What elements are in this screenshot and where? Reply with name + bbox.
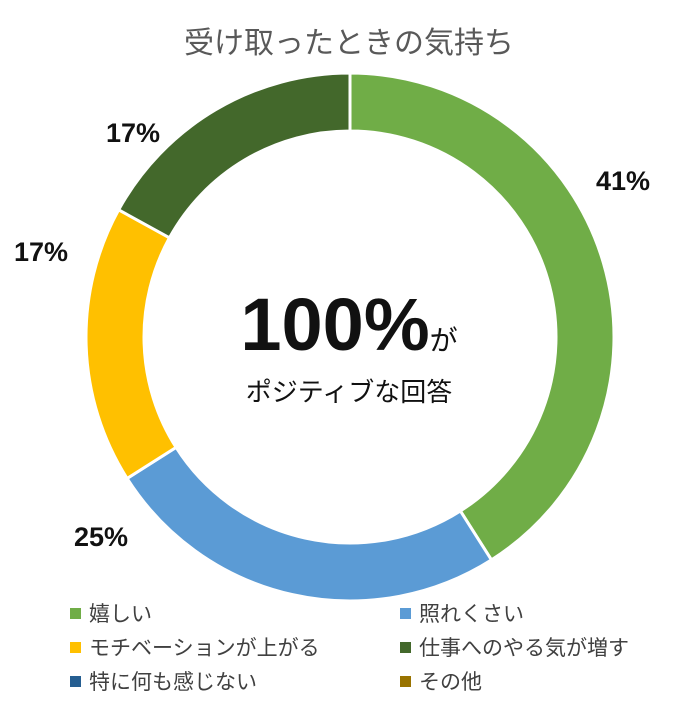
legend-item-3: 仕事へのやる気が増す xyxy=(400,632,629,662)
slice-label-2: 17% xyxy=(14,237,69,267)
center-percentage: 100% xyxy=(240,283,430,366)
legend-item-1: 照れくさい xyxy=(400,598,524,628)
center-headline: 100%が xyxy=(0,282,698,367)
center-particle: が xyxy=(429,324,458,357)
slice-label-3: 17% xyxy=(106,118,161,148)
legend-swatch xyxy=(400,607,411,619)
chart-title: 受け取ったときの気持ち xyxy=(184,26,514,61)
legend-label: その他 xyxy=(419,670,482,694)
legend-swatch xyxy=(70,607,81,619)
legend-item-5: その他 xyxy=(400,666,482,696)
donut-slice-0 xyxy=(348,71,616,562)
legend-swatch xyxy=(70,675,81,687)
legend-label: 照れくさい xyxy=(419,602,524,626)
legend-label: 特に何も感じない xyxy=(89,670,257,694)
legend-item-2: モチベーションが上がる xyxy=(70,632,320,662)
center-subtitle: ポジティブな回答 xyxy=(245,378,453,408)
legend-label: 嬉しい xyxy=(89,602,152,626)
legend-item-0: 嬉しい xyxy=(70,598,152,628)
slice-label-0: 41% xyxy=(596,166,651,196)
legend-swatch xyxy=(400,641,411,653)
donut-slice-3 xyxy=(116,71,352,240)
legend-label: モチベーションが上がる xyxy=(89,636,320,660)
donut-slice-1 xyxy=(125,445,494,603)
legend-swatch xyxy=(70,641,81,653)
legend-item-4: 特に何も感じない xyxy=(70,666,257,696)
slice-label-1: 25% xyxy=(74,522,129,552)
legend-swatch xyxy=(400,675,411,687)
legend-label: 仕事へのやる気が増す xyxy=(419,636,629,660)
